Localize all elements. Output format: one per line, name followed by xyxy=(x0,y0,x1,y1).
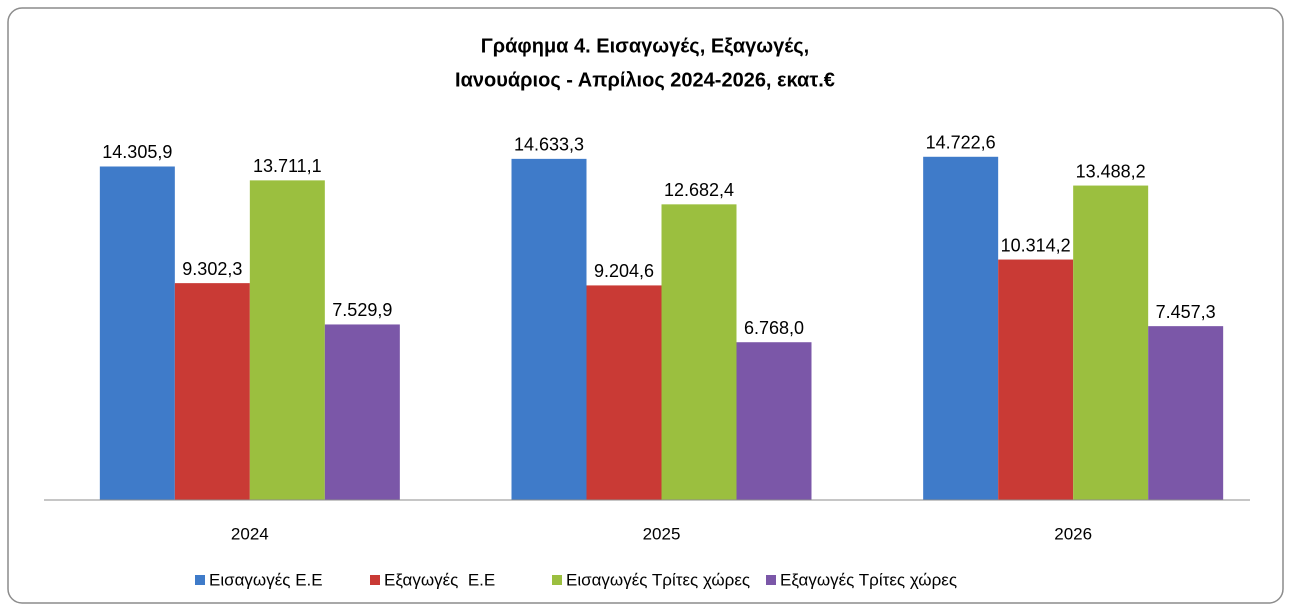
legend-label: Εισαγωγές Ε.Ε xyxy=(209,570,323,589)
chart-title: Ιανουάριος - Απρίλιος 2024-2026, εκατ.€ xyxy=(455,69,835,91)
data-label: 9.204,6 xyxy=(594,261,654,281)
bar xyxy=(923,156,999,500)
data-label: 13.488,2 xyxy=(1076,161,1146,181)
bar xyxy=(324,324,400,500)
bar xyxy=(1148,326,1224,500)
x-tick-label: 2025 xyxy=(643,524,681,543)
legend-label: Εξαγωγές Τρίτες χώρες xyxy=(780,570,957,589)
data-label: 7.529,9 xyxy=(332,300,392,320)
legend-swatch xyxy=(766,575,776,585)
data-label: 6.768,0 xyxy=(744,318,804,338)
bar xyxy=(174,283,250,500)
x-tick-label: 2024 xyxy=(231,524,269,543)
bar xyxy=(586,285,662,500)
legend-swatch xyxy=(195,575,205,585)
bar xyxy=(661,204,737,500)
data-label: 14.305,9 xyxy=(102,142,172,162)
data-label: 9.302,3 xyxy=(182,259,242,279)
x-tick-label: 2026 xyxy=(1054,524,1092,543)
bar xyxy=(99,166,175,500)
bar xyxy=(249,180,325,500)
bar xyxy=(998,259,1074,500)
data-label: 14.633,3 xyxy=(514,135,584,155)
data-label: 14.722,6 xyxy=(926,133,996,153)
data-label: 13.711,1 xyxy=(253,156,322,176)
legend-swatch xyxy=(552,575,562,585)
data-label: 7.457,3 xyxy=(1156,302,1216,322)
legend-label: Εισαγωγές Τρίτες χώρες xyxy=(566,570,750,589)
data-label: 10.314,2 xyxy=(1001,235,1071,255)
bar xyxy=(736,342,812,500)
bar xyxy=(511,158,587,500)
bar xyxy=(1073,185,1149,500)
data-label: 12.682,4 xyxy=(664,180,734,200)
legend-swatch xyxy=(370,575,380,585)
legend-label: Εξαγωγές Ε.Ε xyxy=(384,570,495,589)
chart-title: Γράφημα 4. Εισαγωγές, Εξαγωγές, xyxy=(481,35,810,57)
